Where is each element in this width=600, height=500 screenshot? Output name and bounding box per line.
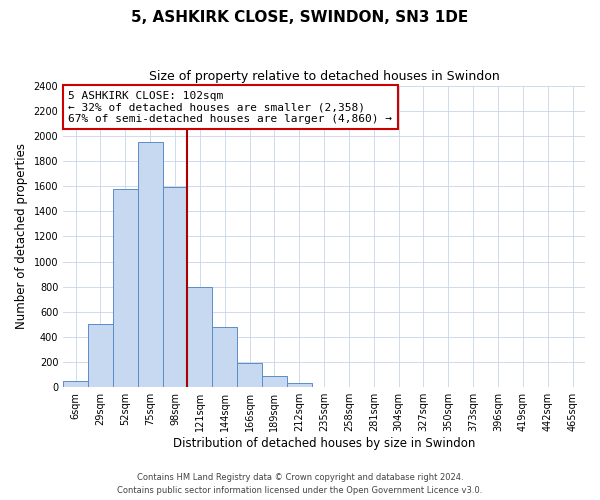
- Bar: [163, 188, 187, 387]
- Text: 5, ASHKIRK CLOSE, SWINDON, SN3 1DE: 5, ASHKIRK CLOSE, SWINDON, SN3 1DE: [131, 10, 469, 25]
- Text: 5 ASHKIRK CLOSE: 102sqm
← 32% of detached houses are smaller (2,358)
67% of semi: 5 ASHKIRK CLOSE: 102sqm ← 32% of detache…: [68, 90, 392, 124]
- Bar: [138, 142, 163, 387]
- Bar: [63, 381, 88, 387]
- Text: Contains HM Land Registry data © Crown copyright and database right 2024.
Contai: Contains HM Land Registry data © Crown c…: [118, 474, 482, 495]
- Y-axis label: Number of detached properties: Number of detached properties: [15, 144, 28, 330]
- Bar: [187, 286, 212, 387]
- Bar: [88, 324, 113, 387]
- Bar: [113, 188, 138, 387]
- Bar: [311, 386, 337, 387]
- Bar: [287, 384, 311, 387]
- Bar: [212, 327, 237, 387]
- Bar: [237, 364, 262, 387]
- X-axis label: Distribution of detached houses by size in Swindon: Distribution of detached houses by size …: [173, 437, 475, 450]
- Bar: [262, 376, 287, 387]
- Bar: [337, 386, 361, 387]
- Title: Size of property relative to detached houses in Swindon: Size of property relative to detached ho…: [149, 70, 499, 83]
